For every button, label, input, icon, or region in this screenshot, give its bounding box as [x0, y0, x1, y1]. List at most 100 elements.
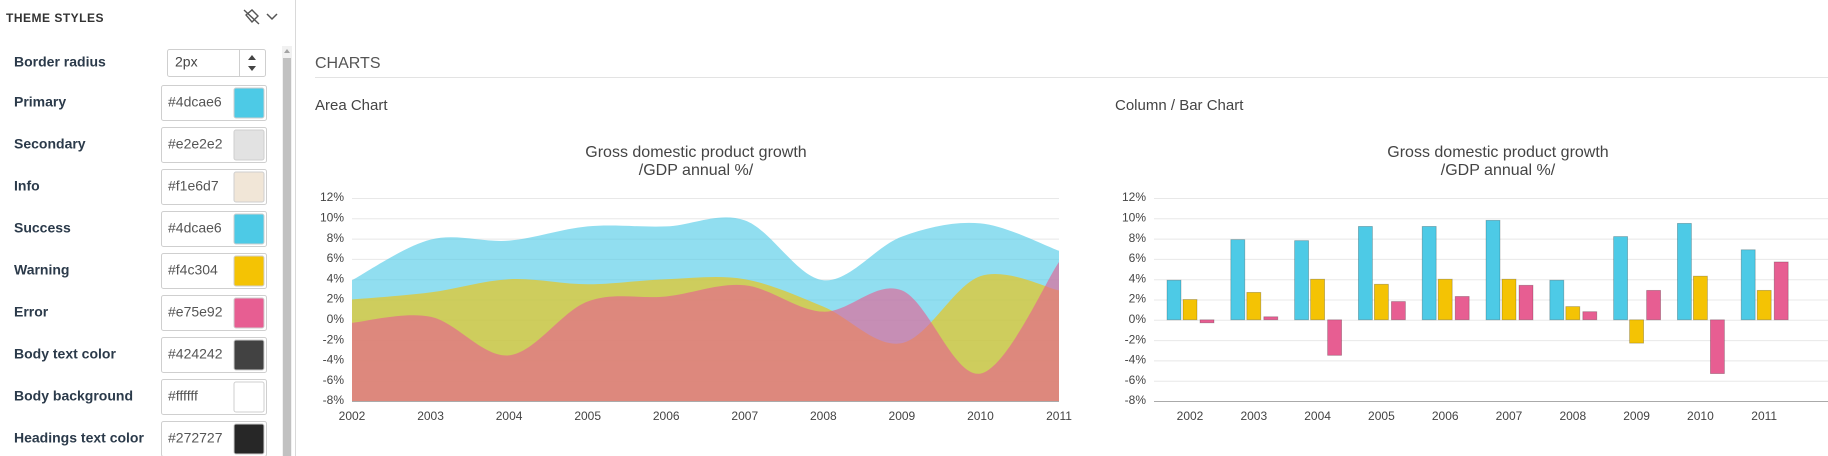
- color-input-value: #4dcae6: [168, 94, 222, 110]
- bar: [1454, 296, 1470, 321]
- bar: [1390, 301, 1406, 321]
- x-tick-label: 2008: [810, 409, 837, 423]
- chart-subtitle: /GDP annual %/: [1441, 162, 1556, 179]
- y-tick-label: 2%: [327, 292, 345, 306]
- bar: [1613, 236, 1628, 321]
- collapse-chevron[interactable]: [266, 13, 278, 21]
- y-tick-label: -6%: [323, 373, 345, 387]
- x-tick-label: 2009: [1623, 409, 1650, 423]
- color-input-value: #f4c304: [168, 262, 218, 278]
- bar: [1310, 278, 1326, 321]
- color-swatch[interactable]: [233, 87, 265, 119]
- y-tick-label: -2%: [1125, 332, 1147, 346]
- field-label: Secondary: [14, 136, 86, 152]
- bar: [1756, 289, 1772, 321]
- bar-chart: Column / Bar Chart Gross domestic product…: [1115, 97, 1828, 423]
- bar: [1485, 219, 1501, 321]
- field-label: Headings text color: [14, 430, 144, 446]
- x-tick-label: 2005: [1368, 409, 1395, 423]
- color-input-value: #e75e92: [168, 304, 223, 320]
- field-label: Primary: [14, 94, 66, 110]
- y-tick-label: 12%: [1122, 190, 1146, 204]
- color-swatch[interactable]: [233, 213, 265, 245]
- bar: [1182, 299, 1198, 321]
- bar: [1166, 279, 1182, 321]
- field-label: Info: [14, 178, 40, 194]
- spinner-up[interactable]: [248, 55, 256, 60]
- spinner-down[interactable]: [248, 66, 256, 71]
- chart-title: Gross domestic product growth: [1387, 144, 1608, 161]
- y-tick-label: 10%: [320, 210, 344, 224]
- color-input-value: #272727: [168, 430, 223, 446]
- bar: [1437, 278, 1453, 321]
- color-swatch[interactable]: [233, 297, 265, 329]
- bar: [1230, 239, 1246, 321]
- color-input-value: #424242: [168, 346, 223, 362]
- x-tick-label: 2005: [574, 409, 601, 423]
- y-tick-label: -4%: [323, 353, 345, 367]
- bar: [1357, 226, 1373, 321]
- x-tick-label: 2002: [1177, 409, 1204, 423]
- color-swatch[interactable]: [233, 381, 265, 413]
- y-tick-label: -8%: [1125, 393, 1147, 407]
- x-tick-label: 2002: [339, 409, 366, 423]
- field-label: Border radius: [14, 54, 106, 70]
- field-label: Error: [14, 304, 49, 320]
- number-input[interactable]: [167, 49, 266, 77]
- x-tick-label: 2006: [1432, 409, 1459, 423]
- x-tick-label: 2008: [1559, 409, 1586, 423]
- color-input-value: #f1e6d7: [168, 178, 219, 194]
- y-tick-label: -2%: [323, 332, 345, 346]
- bar: [1518, 284, 1534, 321]
- y-tick-label: 6%: [1129, 251, 1147, 265]
- section-title: CHARTS: [315, 55, 381, 72]
- bar: [1565, 306, 1581, 321]
- x-tick-label: 2011: [1751, 409, 1777, 423]
- area-series: [352, 261, 1059, 401]
- sidebar-title: THEME STYLES: [6, 11, 104, 25]
- color-swatch[interactable]: [233, 129, 265, 161]
- y-tick-label: -8%: [323, 393, 345, 407]
- x-tick-label: 2009: [889, 409, 916, 423]
- x-tick-label: 2010: [967, 409, 994, 423]
- color-input-value: #4dcae6: [168, 220, 222, 236]
- color-swatch[interactable]: [233, 423, 265, 455]
- bar: [1629, 319, 1644, 344]
- y-tick-label: 4%: [1129, 271, 1147, 285]
- reset-icon[interactable]: [243, 9, 260, 25]
- scrollbar-thumb[interactable]: [283, 58, 291, 456]
- bar: [1327, 319, 1343, 356]
- y-tick-label: -4%: [1125, 353, 1147, 367]
- color-swatch[interactable]: [233, 339, 265, 371]
- bar: [1773, 261, 1789, 321]
- bar: [1677, 222, 1692, 321]
- x-tick-label: 2004: [1304, 409, 1331, 423]
- chart-subtitle: /GDP annual %/: [639, 162, 754, 179]
- field-label: Success: [14, 220, 71, 236]
- bar: [1693, 275, 1708, 321]
- bar: [1582, 311, 1598, 321]
- bar: [1373, 283, 1389, 321]
- number-input-value: 2px: [175, 54, 198, 70]
- field-label: Body text color: [14, 346, 116, 362]
- bar: [1199, 319, 1215, 324]
- color-input-value: #e2e2e2: [168, 136, 223, 152]
- bar: [1646, 289, 1661, 321]
- bar: [1501, 278, 1517, 321]
- x-tick-label: 2007: [731, 409, 758, 423]
- x-tick-label: 2010: [1687, 409, 1714, 423]
- y-tick-label: 10%: [1122, 210, 1146, 224]
- y-tick-label: 8%: [1129, 231, 1147, 245]
- scrollbar-arrow[interactable]: [284, 49, 290, 53]
- bar: [1421, 226, 1437, 321]
- y-tick-label: 4%: [327, 271, 345, 285]
- y-tick-label: 0%: [327, 312, 345, 326]
- chart-heading: Area Chart: [315, 97, 388, 114]
- bar: [1263, 316, 1279, 321]
- y-tick-label: 0%: [1129, 312, 1147, 326]
- bar: [1710, 319, 1725, 374]
- color-swatch[interactable]: [233, 171, 265, 203]
- color-swatch[interactable]: [233, 255, 265, 287]
